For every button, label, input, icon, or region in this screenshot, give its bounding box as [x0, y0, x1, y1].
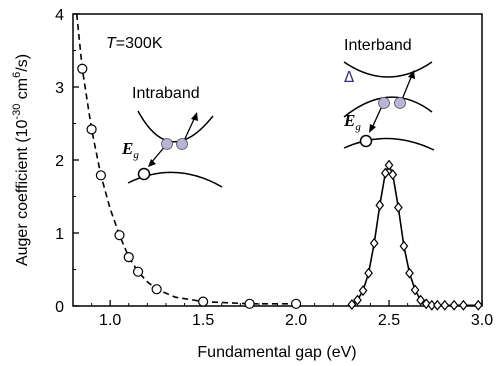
intraband-electron-1 — [161, 138, 173, 150]
interband-electron-2 — [394, 97, 406, 109]
data-point-diamond — [473, 299, 483, 311]
interband-hole — [359, 134, 373, 148]
data-point-diamond — [427, 299, 437, 311]
data-point-circle — [77, 63, 88, 74]
data-point-diamond — [347, 299, 357, 311]
data-series — [75, 13, 483, 311]
intraband-label: Intraband — [132, 85, 200, 102]
interband-arrow-up-head — [408, 70, 415, 79]
interband-arrow-down — [371, 105, 383, 129]
data-point-diamond — [416, 294, 426, 306]
y-axis-label-exp1: -30 — [11, 104, 23, 120]
interband-eg-symbol: E — [343, 111, 355, 130]
data-point-diamond — [459, 299, 468, 311]
data-point-diamond — [410, 284, 420, 296]
data-point-diamond — [399, 240, 409, 252]
y-tick-label: 0 — [55, 299, 64, 316]
data-point-circle — [123, 251, 134, 263]
y-tick-label: 4 — [55, 7, 64, 24]
x-axis-ticks: 1.0 1.5 2.0 2.5 3.0 — [91, 300, 493, 329]
data-point-diamond — [449, 299, 459, 311]
x-tick-label: 1.5 — [192, 312, 214, 329]
series-0-circle — [75, 13, 302, 309]
data-point-circle — [244, 298, 255, 309]
data-point-circle — [86, 124, 97, 135]
intraband-eg-label: Eg — [121, 139, 139, 161]
intraband-arrow-up — [182, 116, 196, 144]
x-tick-label: 3.0 — [471, 312, 493, 329]
data-point-diamond — [369, 237, 379, 249]
interband-arrow-down-head — [369, 124, 376, 133]
intraband-valence-band — [127, 171, 223, 188]
intraband-eg-symbol: E — [121, 139, 133, 158]
temperature-annotation: T=300K — [106, 35, 163, 52]
interband-eg-sub: g — [355, 121, 361, 133]
data-point-diamond — [440, 299, 450, 311]
y-axis-label-end: /s) — [14, 54, 31, 72]
data-point-diamond — [393, 201, 403, 213]
y-tick-label: 3 — [55, 80, 64, 97]
interband-electron-1 — [378, 97, 390, 109]
data-point-circle — [95, 170, 106, 181]
interband-lower-band — [343, 137, 435, 151]
data-point-diamond — [421, 298, 431, 310]
data-point-circle — [132, 266, 144, 277]
y-axis-label-mid: cm — [14, 78, 31, 104]
interband-label: Interband — [344, 37, 412, 54]
x-tick-label: 1.0 — [99, 312, 121, 329]
data-point-diamond — [405, 267, 414, 279]
data-point-diamond — [433, 299, 442, 311]
interband-inset: Interband Δ Eg — [343, 37, 435, 151]
interband-arrow-up — [400, 74, 413, 103]
data-point-diamond — [388, 169, 398, 181]
series-0-line — [75, 13, 297, 305]
interband-middle-band — [343, 96, 433, 118]
y-axis-label: Auger coefficient (10-30 cm6/s) — [11, 54, 31, 266]
y-axis-ticks: 0 1 2 3 4 — [55, 7, 79, 316]
temperature-value: =300K — [116, 35, 163, 52]
y-tick-label: 2 — [55, 153, 64, 170]
data-point-circle — [290, 298, 302, 309]
data-point-diamond — [384, 159, 394, 171]
x-tick-label: 2.5 — [378, 312, 400, 329]
data-point-circle — [114, 230, 125, 241]
x-axis-label: Fundamental gap (eV) — [197, 344, 356, 361]
y-axis-label-base: Auger coefficient (10 — [14, 119, 31, 266]
interband-eg-label: Eg — [343, 111, 361, 133]
intraband-inset: Intraband Eg — [121, 85, 223, 188]
data-point-circle — [198, 296, 209, 307]
x-tick-label: 2.0 — [285, 312, 307, 329]
intraband-hole — [137, 167, 151, 181]
temperature-symbol: T — [106, 35, 117, 52]
y-axis-label-exp2: 6 — [11, 72, 23, 78]
data-point-diamond — [380, 167, 390, 179]
intraband-arrow-down-head — [148, 159, 156, 167]
data-point-diamond — [353, 294, 362, 306]
interband-delta-label: Δ — [344, 68, 355, 86]
series-1-diamond — [347, 159, 483, 311]
series-1-line — [351, 163, 479, 307]
intraband-conduction-band — [137, 110, 214, 143]
data-point-diamond — [375, 199, 385, 211]
data-point-diamond — [364, 267, 373, 279]
intraband-electron-2 — [176, 138, 188, 150]
y-tick-label: 1 — [55, 226, 64, 243]
interband-upper-band — [343, 61, 433, 78]
intraband-arrow-up-head — [191, 112, 198, 121]
data-point-circle — [151, 284, 162, 295]
data-point-diamond — [358, 285, 368, 297]
intraband-eg-sub: g — [133, 149, 139, 161]
